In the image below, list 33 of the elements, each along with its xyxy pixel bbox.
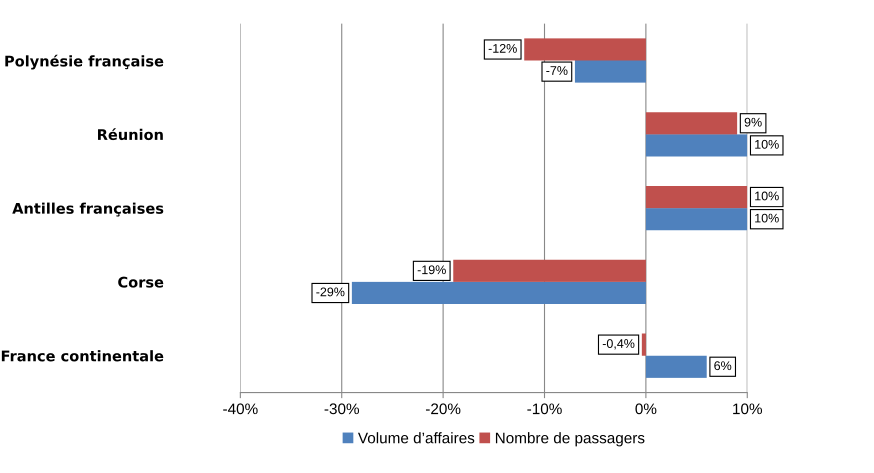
x-tick-label: -40% [223, 403, 258, 414]
y-tick-label: France continentale [2, 350, 164, 362]
data-label: 10% [755, 140, 779, 149]
x-tick-label: 10% [733, 403, 762, 414]
bar [646, 186, 748, 208]
y-tick-label: Corse [118, 276, 164, 288]
data-label: 9% [744, 118, 762, 127]
y-tick-label: Polynésie française [5, 54, 164, 70]
bar [524, 38, 646, 61]
data-label: 10% [755, 214, 779, 223]
bar [352, 282, 646, 304]
bar [642, 334, 646, 356]
data-label: -12% [488, 44, 517, 53]
x-tick-label: -10% [527, 403, 562, 414]
x-tick-label: -20% [426, 403, 460, 414]
bar [646, 208, 748, 230]
data-label: 6% [714, 361, 732, 370]
bar [574, 60, 646, 83]
y-tick-label: Réunion [98, 128, 163, 140]
data-label: -7% [546, 66, 568, 75]
data-label: -19% [418, 265, 446, 274]
data-label: -29% [316, 287, 344, 296]
x-tick-label: 0% [635, 403, 656, 414]
legend-label: Nombre de passagers [496, 432, 644, 446]
bar [646, 134, 748, 156]
data-label: -0,4% [602, 339, 634, 350]
legend-label: Volume d’affaires [358, 432, 474, 444]
bar [646, 112, 738, 134]
bar [453, 260, 646, 282]
y-tick-label: Antilles françaises [12, 202, 164, 217]
bar [646, 356, 707, 378]
x-tick-label: -30% [324, 403, 360, 414]
data-label: 10% [755, 192, 779, 200]
